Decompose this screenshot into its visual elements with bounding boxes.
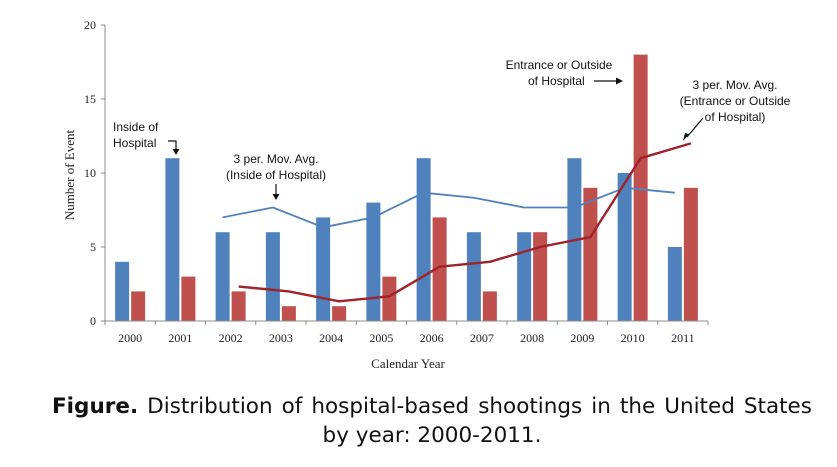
annotation-outside-bar-line2: of Hospital [528, 74, 585, 88]
x-tick-label: 2004 [319, 331, 343, 345]
moving-average-outside-line [238, 142, 692, 303]
annotation-inside-bar-arrow [168, 140, 177, 152]
bar-outside-2001 [181, 276, 196, 321]
bar-outside-2006 [432, 217, 447, 321]
x-tick-label: 2007 [470, 331, 494, 345]
bar-outside-2004 [332, 306, 347, 321]
bar-outside-2011 [683, 187, 698, 321]
figure-caption-label: Figure. [52, 394, 139, 419]
bar-outside-2000 [131, 291, 146, 321]
bar-outside-2009 [583, 187, 598, 321]
annotation-outside-avg: 3 per. Mov. Avg. (Entrance or Outside of… [680, 78, 791, 141]
annotation-outside-bar: Entrance or Outside of Hospital [506, 58, 623, 88]
arrowhead-icon [272, 194, 280, 200]
x-tick-label: 2002 [219, 331, 243, 345]
annotation-inside-bar-line1: Inside of [113, 120, 159, 134]
annotation-outside-bar-line1: Entrance or Outside [506, 58, 613, 72]
x-tick-label: 2011 [671, 331, 695, 345]
x-tick-label: 2005 [369, 331, 393, 345]
y-tick-label: 5 [90, 240, 96, 254]
bar-outside-2010 [633, 54, 648, 321]
bar-inside-2004 [316, 217, 331, 321]
bar-outside-2002 [231, 291, 246, 321]
y-tick-label: 0 [90, 314, 96, 328]
annotation-inside-bar-line2: Hospital [113, 136, 156, 150]
y-tick-label: 20 [84, 18, 96, 32]
y-tick-label: 15 [84, 92, 96, 106]
bar-inside-2008 [517, 232, 532, 321]
annotation-inside-avg-line1: 3 per. Mov. Avg. [234, 152, 319, 166]
arrowhead-icon [172, 149, 180, 155]
x-tick-label: 2001 [168, 331, 192, 345]
moving-average-inside-line [222, 186, 675, 229]
annotation-outside-avg-line1: 3 per. Mov. Avg. [693, 78, 778, 92]
bar-outside-2008 [533, 232, 548, 321]
bar-inside-2006 [416, 158, 431, 321]
bar-inside-2003 [265, 232, 280, 321]
annotation-outside-avg-arrow [686, 117, 704, 138]
figure-caption-text: Distribution of hospital-based shootings… [147, 394, 812, 448]
y-tick-label: 10 [84, 166, 96, 180]
bar-outside-2007 [482, 291, 497, 321]
figure-caption: Figure. Distribution of hospital-based s… [52, 392, 812, 450]
x-tick-label: 2000 [118, 331, 142, 345]
bar-inside-2005 [366, 202, 381, 321]
bar-inside-2011 [667, 247, 682, 321]
x-tick-label: 2006 [420, 331, 444, 345]
annotation-inside-bar: Inside of Hospital [113, 120, 180, 155]
x-tick-label: 2008 [520, 331, 544, 345]
bar-inside-2007 [466, 232, 481, 321]
annotation-outside-avg-line3: of Hospital) [705, 110, 766, 124]
arrowhead-icon [616, 77, 623, 85]
chart: 0 5 10 15 20 2000 2001 2002 2003 2004 2005 2006 2007… [62, 18, 791, 371]
bar-inside-2001 [165, 158, 180, 321]
annotation-outside-avg-line2: (Entrance or Outside [680, 94, 791, 108]
annotation-inside-avg-line2: (Inside of Hospital) [226, 168, 326, 182]
x-tick-label: 2003 [269, 331, 293, 345]
y-axis-title: Number of Event [62, 129, 77, 220]
bar-inside-2010 [617, 173, 632, 321]
x-tick-label: 2009 [570, 331, 594, 345]
bar-inside-2000 [115, 261, 130, 321]
x-axis-title: Calendar Year [371, 356, 445, 371]
annotation-inside-avg: 3 per. Mov. Avg. (Inside of Hospital) [226, 152, 326, 200]
x-tick-label: 2010 [621, 331, 645, 345]
bar-inside-2002 [215, 232, 230, 321]
bar-outside-2005 [382, 276, 397, 321]
arrowhead-icon [683, 133, 689, 141]
bar-outside-2003 [281, 306, 296, 321]
